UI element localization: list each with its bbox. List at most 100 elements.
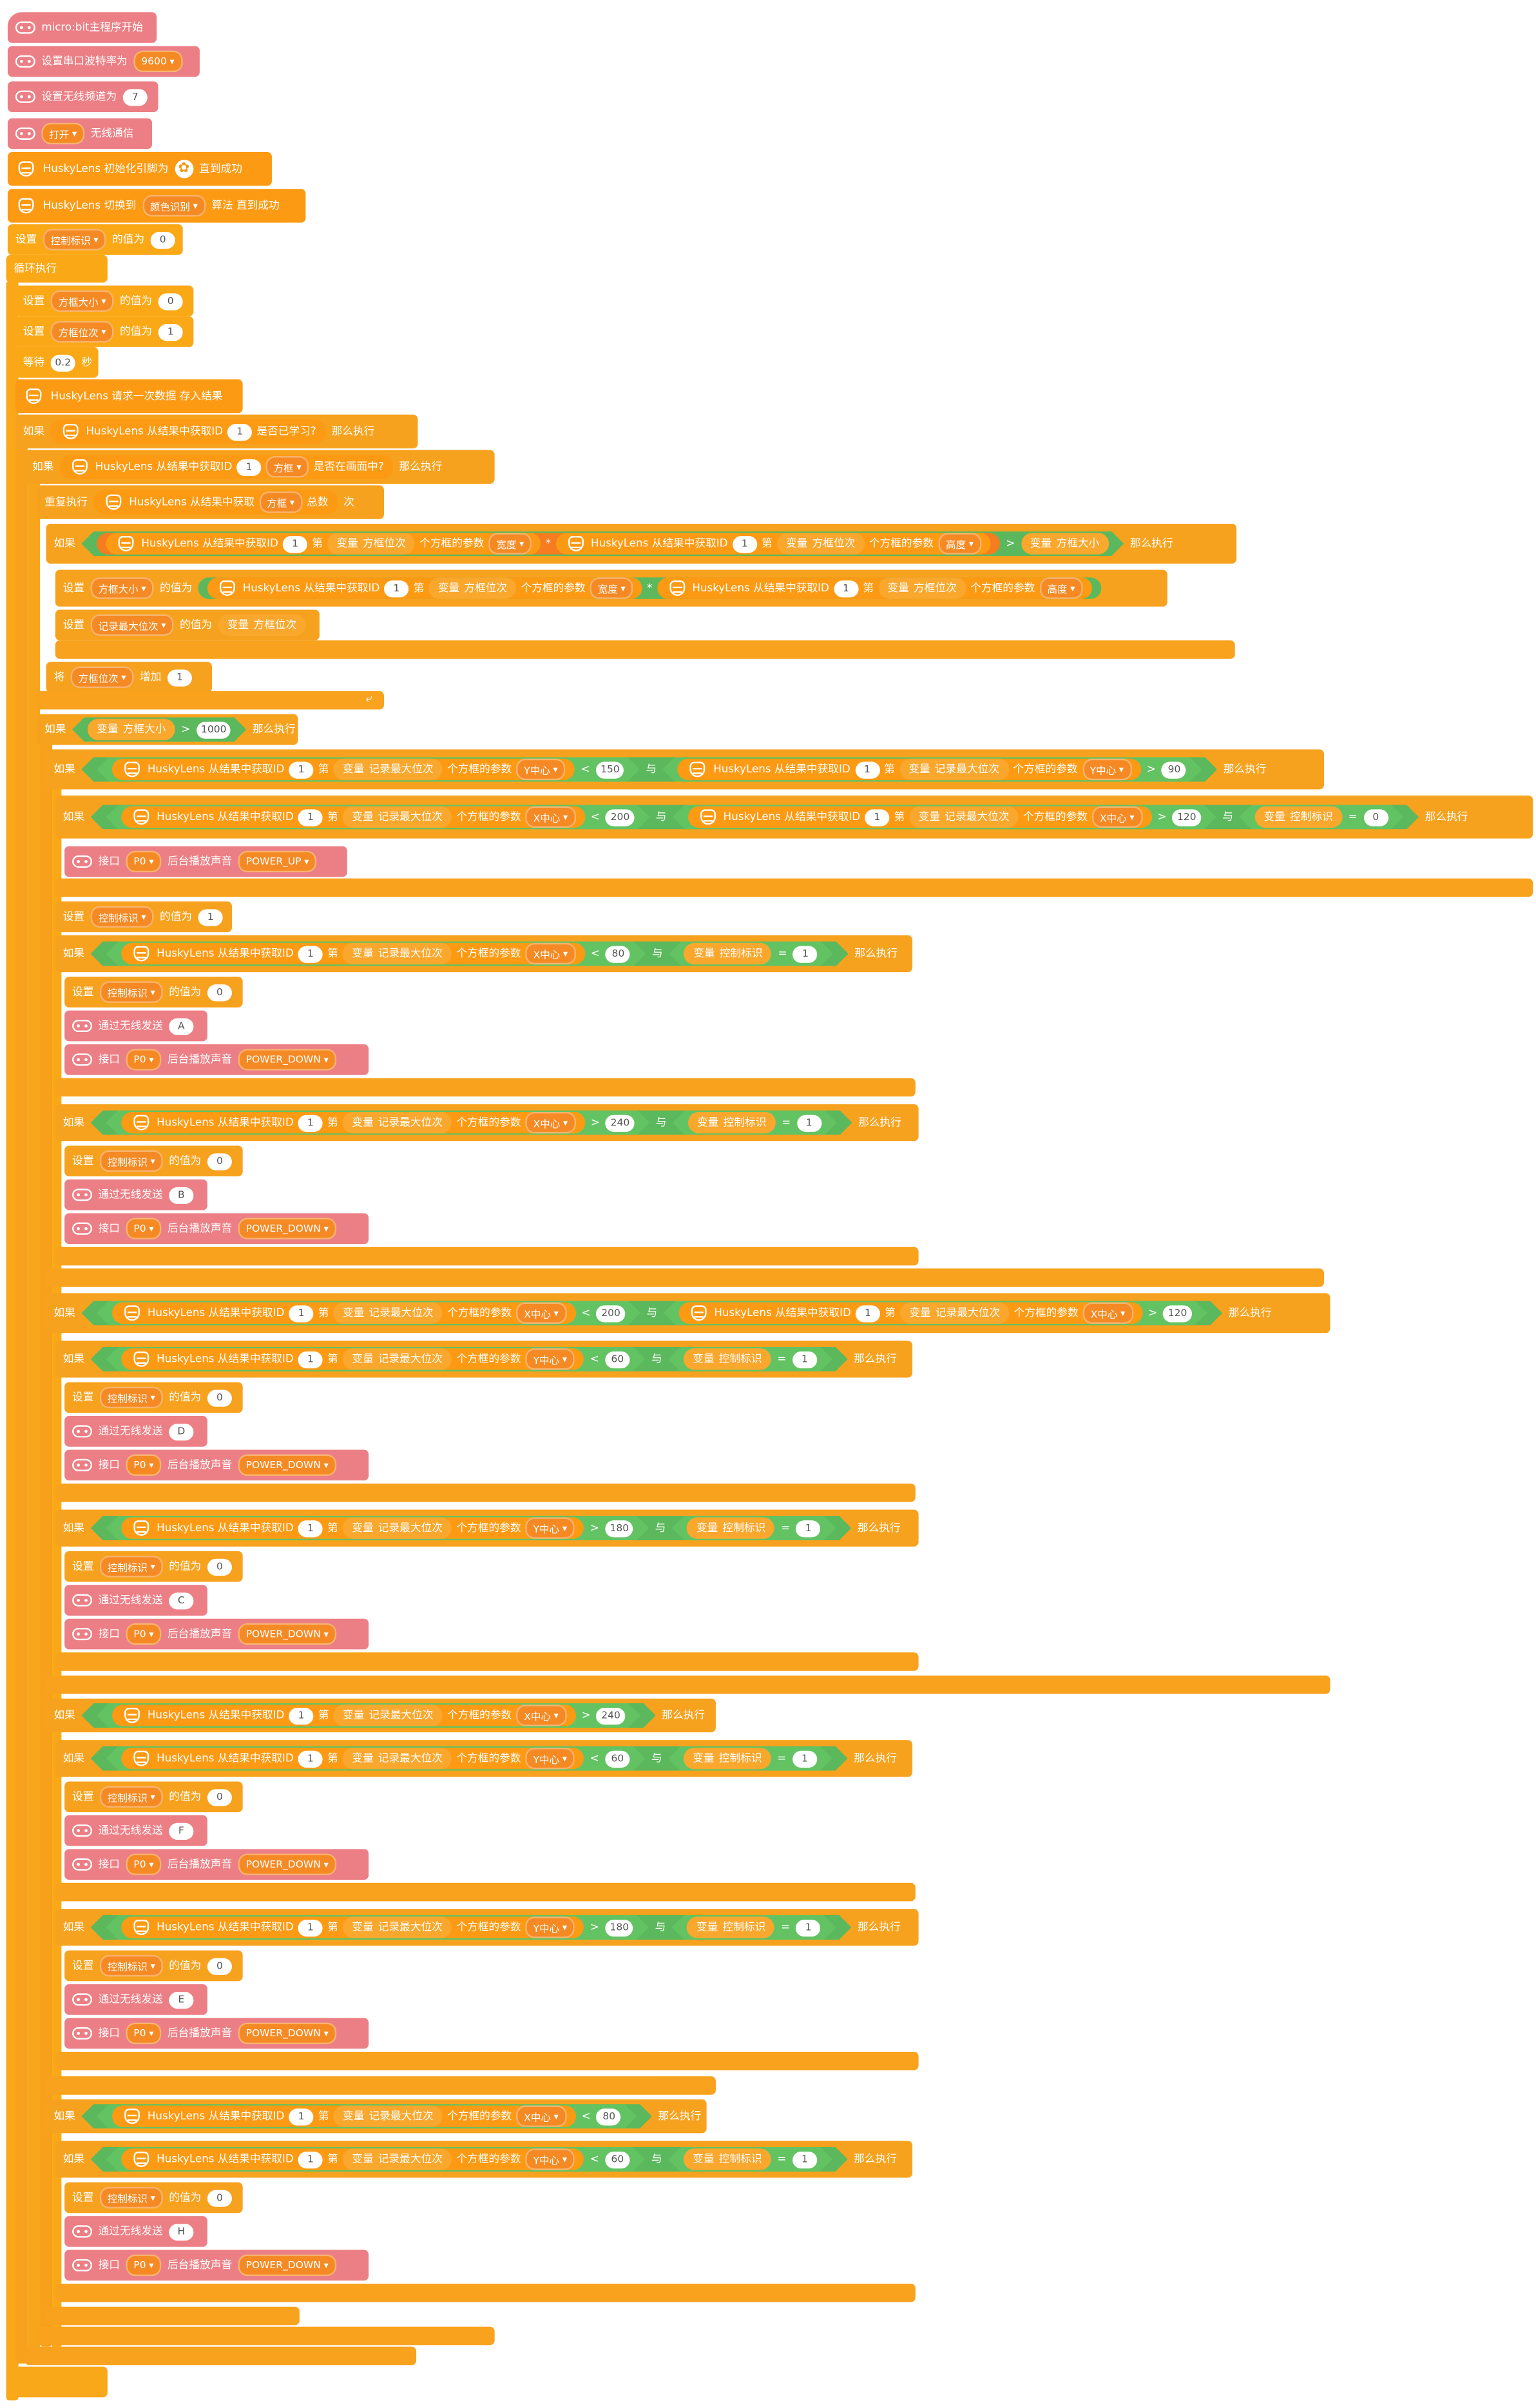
sound-dropdown[interactable]: POWER_UP — [238, 850, 317, 873]
play-power-up-block[interactable]: 接口 P0 后台播放声音 POWER_UP — [64, 846, 347, 877]
max-var[interactable]: 变量 记录最大位次 — [343, 807, 452, 828]
index-var-dropdown[interactable]: 方框位次 — [50, 321, 114, 343]
size-init-value[interactable]: 0 — [158, 292, 183, 310]
id-value[interactable]: 1 — [298, 808, 323, 825]
compare-value[interactable]: 0 — [1363, 808, 1388, 825]
xcenter-reporter[interactable]: HuskyLens 从结果中获取ID 1 第 变量 记录最大位次 个方框的参数 X… — [121, 807, 584, 828]
height-reporter[interactable]: HuskyLens 从结果中获取ID 1 第 变量 方框位次 个方框的参数 高度 — [555, 533, 990, 554]
change-index-block[interactable]: 将 方框位次 增加 1 — [46, 662, 212, 693]
compare-value[interactable]: 120 — [1173, 808, 1201, 825]
param-dropdown[interactable]: X中心 — [526, 943, 575, 964]
id-value[interactable]: 1 — [856, 1304, 880, 1321]
product-reporter[interactable]: HuskyLens 从结果中获取ID 1 第 变量 方框位次 个方框的参数 宽度 … — [198, 577, 1101, 599]
param-dropdown[interactable]: Y中心 — [526, 2148, 575, 2170]
max-var[interactable]: 变量 记录最大位次 — [343, 2148, 452, 2170]
param-reporter[interactable]: HuskyLens 从结果中获取ID 1 第变量 记录最大位次 个方框的参数 X中心 — [679, 1303, 1142, 1324]
count-reporter[interactable]: HuskyLens 从结果中获取 方框 总数 — [93, 490, 338, 515]
param-dropdown[interactable]: 高度 — [1039, 577, 1083, 599]
id-value[interactable]: 1 — [865, 808, 889, 825]
flag-var[interactable]: 变量 控制标识 — [687, 1916, 775, 1938]
send-value[interactable]: D — [169, 1422, 194, 1440]
sound-dropdown[interactable]: POWER_DOWN — [238, 1623, 336, 1645]
max-var[interactable]: 变量 记录最大位次 — [899, 759, 1008, 780]
sound-dropdown[interactable]: POWER_DOWN — [238, 1218, 336, 1239]
repeat-block[interactable]: 重复执行 HuskyLens 从结果中获取 方框 总数 次 — [37, 485, 384, 519]
param-reporter[interactable]: HuskyLens 从结果中获取ID 1 第变量 记录最大位次 个方框的参数 Y中心 — [121, 1348, 584, 1370]
param-dropdown[interactable]: X中心 — [516, 2105, 566, 2126]
radio-group-block[interactable]: 设置无线频道为 7 — [7, 81, 158, 113]
flag-compare[interactable]: 变量 控制标识 = 1 — [673, 1111, 837, 1135]
flag-value[interactable]: 0 — [207, 983, 233, 1001]
id-value[interactable]: 1 — [289, 2108, 314, 2125]
id-value[interactable]: 1 — [298, 2151, 323, 2168]
if-learned-block[interactable]: 如果 HuskyLens 从结果中获取ID 1 是否已学习? 那么执行 — [15, 414, 418, 449]
param-reporter[interactable]: HuskyLens 从结果中获取ID 1 第变量 记录最大位次 个方框的参数 X中心 — [121, 1112, 584, 1133]
if-onscreen-block[interactable]: 如果 HuskyLens 从结果中获取ID 1 方框 是否在画面中? 那么执行 — [24, 450, 495, 484]
compare-value[interactable]: 60 — [605, 1351, 629, 1368]
radio-send-block[interactable]: 通过无线发送 D — [64, 1416, 207, 1447]
condition[interactable]: HuskyLens 从结果中获取ID1第变量记录最大位次个方框的参数Y中心<60… — [91, 1746, 848, 1771]
condition[interactable]: HuskyLens 从结果中获取ID1第变量记录最大位次个方框的参数Y中心<60… — [91, 1347, 848, 1371]
param-reporter[interactable]: HuskyLens 从结果中获取ID 1 第变量 记录最大位次 个方框的参数 X中心 — [112, 1303, 575, 1324]
set-flag-init-block[interactable]: 设置 控制标识 的值为 0 — [7, 224, 183, 255]
param-reporter[interactable]: HuskyLens 从结果中获取ID 1 第变量 记录最大位次 个方框的参数 X中心 — [112, 1705, 575, 1726]
flag-dropdown[interactable]: 控制标识 — [99, 2186, 163, 2209]
compare-value[interactable]: 240 — [597, 1707, 625, 1724]
id-value[interactable]: 1 — [384, 579, 409, 597]
max-var[interactable]: 变量 记录最大位次 — [343, 1517, 452, 1538]
pin-dropdown[interactable]: P0 — [126, 2254, 162, 2277]
set-flag-one-block[interactable]: 设置 控制标识 的值为 1 — [55, 901, 232, 933]
flag-var[interactable]: 变量 控制标识 — [684, 1748, 771, 1769]
flag-value[interactable]: 0 — [207, 1558, 233, 1575]
id-value[interactable]: 1 — [283, 535, 307, 552]
onscreen-id[interactable]: 1 — [236, 458, 262, 475]
flag-dropdown[interactable]: 控制标识 — [99, 1954, 163, 1977]
idx-var[interactable]: 变量 方框位次 — [327, 533, 415, 554]
algorithm-dropdown[interactable]: 颜色识别 — [142, 195, 206, 217]
flag-value[interactable]: 0 — [207, 1788, 233, 1806]
max-var[interactable]: 变量 记录最大位次 — [343, 943, 452, 964]
forever-loop-block[interactable]: 循环执行 — [6, 254, 108, 283]
flag-init-value[interactable]: 0 — [150, 231, 175, 249]
ycenter-compare[interactable]: HuskyLens 从结果中获取ID 1 第 变量 记录最大位次 个方框的参数 Y… — [663, 757, 1202, 781]
param-reporter[interactable]: HuskyLens 从结果中获取ID 1 第变量 记录最大位次 个方框的参数 Y中心 — [121, 1748, 584, 1769]
radio-group-value[interactable]: 7 — [122, 88, 148, 106]
condition[interactable]: HuskyLens 从结果中获取ID1第变量记录最大位次个方框的参数Y中心>18… — [91, 1915, 852, 1940]
flag-value[interactable]: 0 — [207, 1389, 233, 1406]
change-value[interactable]: 1 — [167, 669, 193, 686]
learned-id[interactable]: 1 — [227, 423, 253, 441]
radio-send-block[interactable]: 通过无线发送 H — [64, 2216, 207, 2247]
flag-dropdown[interactable]: 控制标识 — [99, 1555, 163, 1578]
param-reporter[interactable]: HuskyLens 从结果中获取ID 1 第变量 记录最大位次 个方框的参数 X中心 — [121, 943, 584, 964]
max-dropdown[interactable]: 记录最大位次 — [90, 614, 174, 636]
idx-var[interactable]: 变量 方框位次 — [878, 577, 966, 599]
set-flag-zero-block[interactable]: 设置控制标识的值为 0 — [64, 1950, 243, 1982]
condition[interactable]: HuskyLens 从结果中获取ID1第变量记录最大位次个方框的参数X中心<80… — [91, 941, 849, 966]
wait-value[interactable]: 0.2 — [50, 354, 75, 371]
radio-send-block[interactable]: 通过无线发送 B — [64, 1179, 207, 1210]
play-power-down-block[interactable]: 接口 P0 后台播放声音 POWER_DOWN — [64, 2018, 369, 2049]
radio-send-block[interactable]: 通过无线发送 A — [64, 1010, 207, 1042]
param-dropdown[interactable]: X中心 — [526, 807, 575, 828]
id-value[interactable]: 1 — [834, 579, 859, 597]
compare-value[interactable]: 1 — [792, 2151, 817, 2168]
id-value[interactable]: 1 — [298, 1114, 323, 1131]
sound-dropdown[interactable]: POWER_DOWN — [238, 2254, 336, 2277]
send-value[interactable]: H — [169, 2222, 194, 2241]
set-flag-zero-block[interactable]: 设置控制标识的值为 0 — [64, 2182, 243, 2213]
idx-dropdown[interactable]: 方框位次 — [70, 666, 134, 689]
pin-dropdown[interactable]: P0 — [126, 1454, 162, 1476]
param-dropdown[interactable]: X中心 — [526, 1112, 575, 1133]
send-value[interactable]: F — [169, 1822, 194, 1839]
idx-var[interactable]: 变量 方框位次 — [428, 577, 517, 599]
ycenter-reporter[interactable]: HuskyLens 从结果中获取ID 1 第 变量 记录最大位次 个方框的参数 Y… — [678, 759, 1140, 780]
ycenter-compare[interactable]: HuskyLens 从结果中获取ID 1 第 变量 记录最大位次 个方框的参数 Y… — [97, 757, 640, 781]
radio-send-block[interactable]: 通过无线发送 E — [64, 1984, 207, 2015]
frame-dropdown[interactable]: 方框 — [259, 491, 302, 513]
